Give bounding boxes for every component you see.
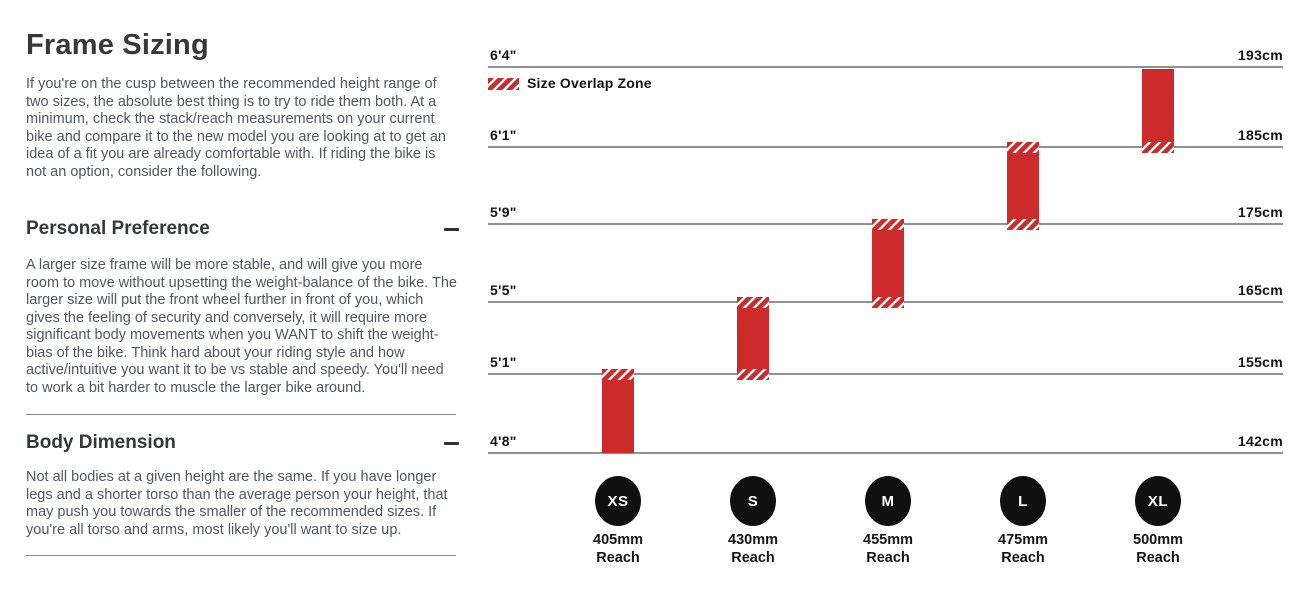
- gridline: [488, 66, 1283, 68]
- reach-value: 455mm: [863, 532, 913, 548]
- height-tick-cm: 155cm: [1237, 354, 1283, 370]
- section-body-dimension: Body Dimension Not all bodies at a given…: [26, 431, 459, 556]
- size-range-bar-xl: [1142, 69, 1174, 153]
- size-badge-xs: XS: [595, 476, 641, 526]
- page-title: Frame Sizing: [26, 29, 209, 61]
- height-tick-cm: 185cm: [1237, 127, 1283, 143]
- section-heading: Body Dimension: [26, 432, 176, 453]
- section-heading: Personal Preference: [26, 218, 210, 239]
- section-header: Body Dimension: [26, 431, 459, 455]
- section-divider: [26, 414, 456, 415]
- sizing-guide-text-column: Frame Sizing If you're on the cusp betwe…: [26, 26, 459, 556]
- height-tick-cm: 165cm: [1237, 282, 1283, 298]
- intro-paragraph: If you're on the cusp between the recomm…: [26, 76, 446, 180]
- legend-label: Size Overlap Zone: [527, 75, 652, 91]
- reach-word: Reach: [866, 550, 910, 566]
- reach-label-xl: 500mm Reach: [1113, 531, 1203, 567]
- overlap-zone-swatch-icon: [488, 77, 519, 90]
- reach-word: Reach: [731, 550, 775, 566]
- collapse-toggle-button[interactable]: [441, 436, 459, 451]
- height-tick-ft: 6'1": [490, 127, 517, 143]
- size-badge-label: M: [881, 492, 895, 510]
- height-tick-cm: 175cm: [1237, 204, 1283, 220]
- size-range-bar-s: [737, 297, 769, 380]
- section-personal-preference: Personal Preference A larger size frame …: [26, 217, 459, 415]
- reach-value: 500mm: [1133, 532, 1183, 548]
- section-header: Personal Preference: [26, 217, 459, 241]
- section-body: Not all bodies at a given height are the…: [26, 469, 448, 538]
- reach-value: 430mm: [728, 532, 778, 548]
- overlap-zone-bottom: [1142, 142, 1174, 153]
- gridline: [488, 452, 1283, 454]
- section-divider: [26, 555, 456, 556]
- size-badge-xl: XL: [1135, 476, 1181, 526]
- size-badge-label: XS: [607, 492, 629, 510]
- overlap-zone-top: [737, 297, 769, 308]
- height-tick-ft: 5'1": [490, 354, 517, 370]
- reach-word: Reach: [596, 550, 640, 566]
- chart-legend: Size Overlap Zone: [488, 75, 652, 91]
- size-badge-label: S: [747, 492, 759, 510]
- reach-value: 475mm: [998, 532, 1048, 548]
- overlap-zone-bottom: [737, 369, 769, 380]
- overlap-zone-top: [872, 219, 904, 230]
- minus-icon: [444, 227, 459, 231]
- height-tick-cm: 193cm: [1237, 47, 1283, 63]
- gridline: [488, 373, 1283, 375]
- collapse-toggle-button[interactable]: [441, 222, 459, 237]
- overlap-zone-bottom: [1007, 219, 1039, 230]
- reach-label-s: 430mm Reach: [708, 531, 798, 567]
- size-badge-s: S: [730, 476, 776, 526]
- minus-icon: [444, 441, 459, 445]
- overlap-zone-top: [602, 369, 634, 380]
- size-badge-l: L: [1000, 476, 1046, 526]
- frame-size-chart: Size Overlap Zone 6'4" 193cm 6'1" 185cm 5'9"…: [488, 0, 1283, 585]
- height-tick-ft: 5'5": [490, 282, 517, 298]
- reach-word: Reach: [1001, 550, 1045, 566]
- size-badge-label: L: [1018, 492, 1028, 510]
- height-tick-cm: 142cm: [1237, 433, 1283, 449]
- reach-label-l: 475mm Reach: [978, 531, 1068, 567]
- reach-word: Reach: [1136, 550, 1180, 566]
- gridline: [488, 146, 1283, 148]
- overlap-zone-bottom: [872, 297, 904, 308]
- size-range-bar-xs: [602, 369, 634, 453]
- reach-value: 405mm: [593, 532, 643, 548]
- size-badge-m: M: [865, 476, 911, 526]
- height-tick-ft: 6'4": [490, 47, 517, 63]
- reach-label-m: 455mm Reach: [843, 531, 933, 567]
- size-badge-label: XL: [1147, 492, 1169, 510]
- height-tick-ft: 4'8": [490, 433, 517, 449]
- reach-label-xs: 405mm Reach: [573, 531, 663, 567]
- overlap-zone-top: [1007, 142, 1039, 153]
- size-range-bar-m: [872, 219, 904, 308]
- section-body: A larger size frame will be more stable,…: [26, 257, 457, 396]
- height-tick-ft: 5'9": [490, 204, 517, 220]
- size-range-bar-l: [1007, 142, 1039, 230]
